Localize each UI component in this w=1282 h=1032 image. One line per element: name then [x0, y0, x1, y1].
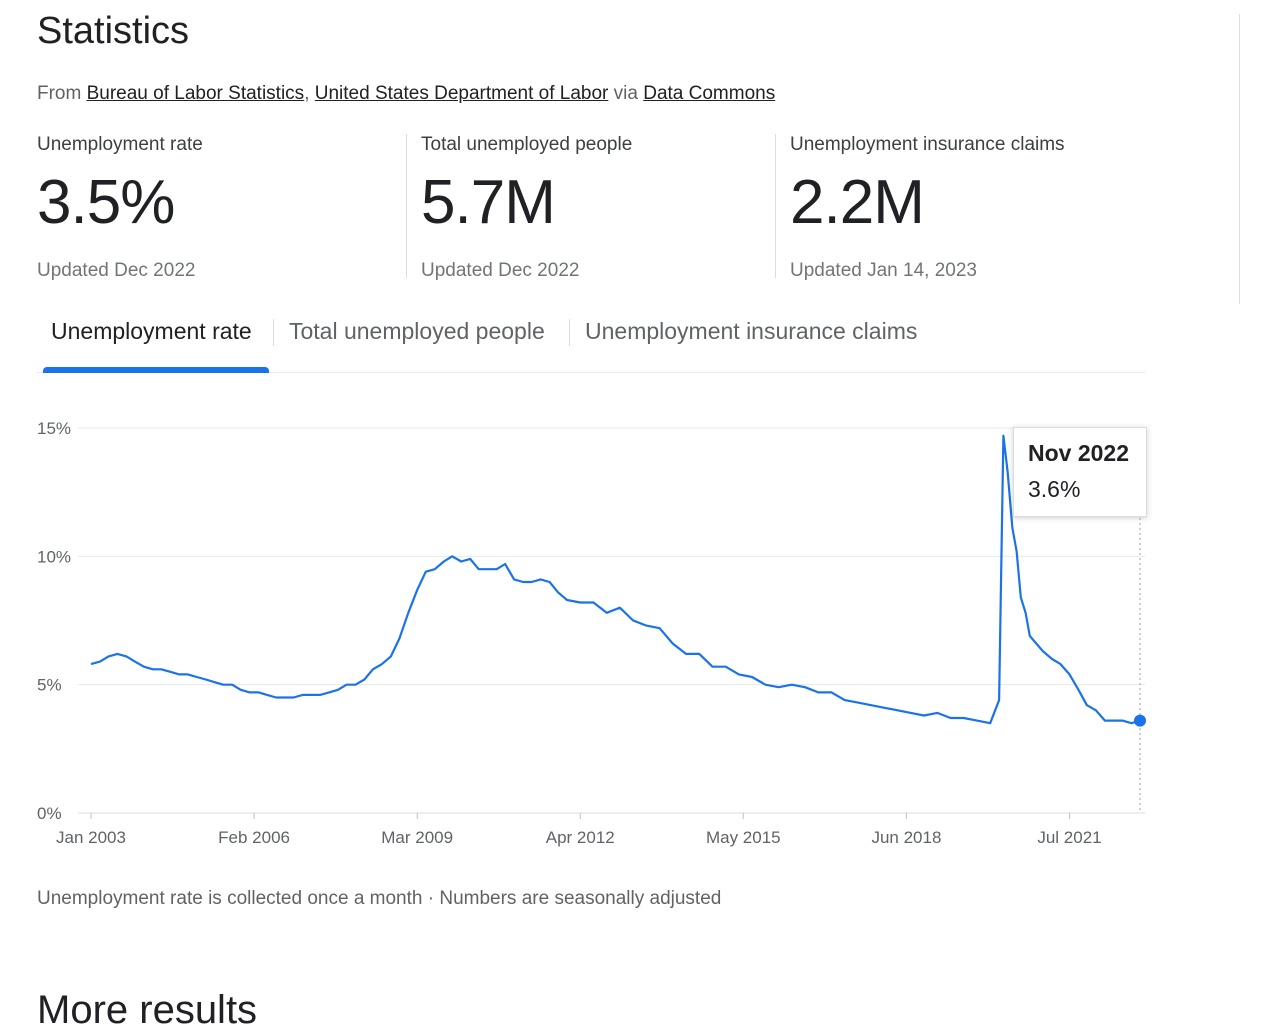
tab-separator: [569, 319, 570, 346]
stat-label: Unemployment rate: [37, 134, 203, 155]
stat-total-unemployed[interactable]: Total unemployed people 5.7M Updated Dec…: [421, 134, 633, 281]
tooltip-value: 3.6%: [1028, 476, 1081, 502]
stat-updated: Updated Jan 14, 2023: [790, 260, 977, 281]
stat-unemployment-rate[interactable]: Unemployment rate 3.5% Updated Dec 2022: [37, 134, 203, 281]
y-tick-label: 0%: [37, 804, 62, 823]
stat-insurance-claims[interactable]: Unemployment insurance claims 2.2M Updat…: [790, 134, 1065, 281]
x-tick-label: Jul 2021: [1037, 828, 1101, 847]
stat-updated: Updated Dec 2022: [421, 260, 580, 281]
stat-label: Unemployment insurance claims: [790, 134, 1065, 155]
unemployment-chart[interactable]: 0% 5% 10% 15% Jan 2003 Feb 2006 Mar 2009 Apr 20…: [0, 400, 1200, 860]
tooltip-date: Nov 2022: [1028, 440, 1130, 466]
series-line: [90, 434, 1141, 725]
source-link-data-commons[interactable]: Data Commons: [643, 83, 776, 104]
highlight-point: [1134, 714, 1146, 727]
tab-insurance-claims[interactable]: Unemployment insurance claims: [585, 318, 918, 344]
stat-value: 2.2M: [790, 168, 925, 237]
x-tick-label: Jun 2018: [871, 828, 941, 847]
right-divider: [1239, 14, 1240, 304]
x-tick-label: Mar 2009: [381, 828, 453, 847]
y-tick-label: 5%: [37, 676, 62, 695]
chart-footnote: Unemployment rate is collected once a mo…: [37, 888, 722, 909]
x-tick-label: Apr 2012: [546, 828, 615, 847]
from-label: From: [37, 83, 82, 104]
stat-divider: [775, 134, 776, 278]
source-comma: ,: [304, 83, 310, 104]
stat-label: Total unemployed people: [421, 134, 633, 155]
y-tick-label: 10%: [37, 547, 71, 566]
stat-divider: [406, 134, 407, 278]
chart-tabs: Unemployment rate Total unemployed peopl…: [37, 310, 1145, 374]
source-line: From Bureau of Labor Statistics, United …: [37, 83, 775, 105]
x-tick-label: May 2015: [706, 828, 781, 847]
stat-value: 5.7M: [421, 168, 556, 237]
tabs-baseline: [37, 372, 1145, 373]
page-title: Statistics: [37, 10, 190, 52]
source-link-bls[interactable]: Bureau of Labor Statistics: [86, 83, 305, 104]
y-tick-label: 15%: [37, 419, 71, 438]
source-link-dol[interactable]: United States Department of Labor: [314, 83, 609, 104]
tab-unemployment-rate[interactable]: Unemployment rate: [51, 318, 252, 344]
stat-value: 3.5%: [37, 168, 175, 237]
tab-separator: [273, 319, 274, 346]
chart-tooltip: Nov 2022 3.6%: [1013, 427, 1147, 517]
via-label: via: [613, 83, 638, 104]
more-results-heading: More results: [37, 988, 258, 1032]
x-tick-label: Jan 2003: [56, 828, 126, 847]
x-tick-label: Feb 2006: [218, 828, 290, 847]
active-tab-indicator: [43, 367, 269, 373]
tab-total-unemployed[interactable]: Total unemployed people: [289, 318, 545, 344]
stat-updated: Updated Dec 2022: [37, 260, 196, 281]
